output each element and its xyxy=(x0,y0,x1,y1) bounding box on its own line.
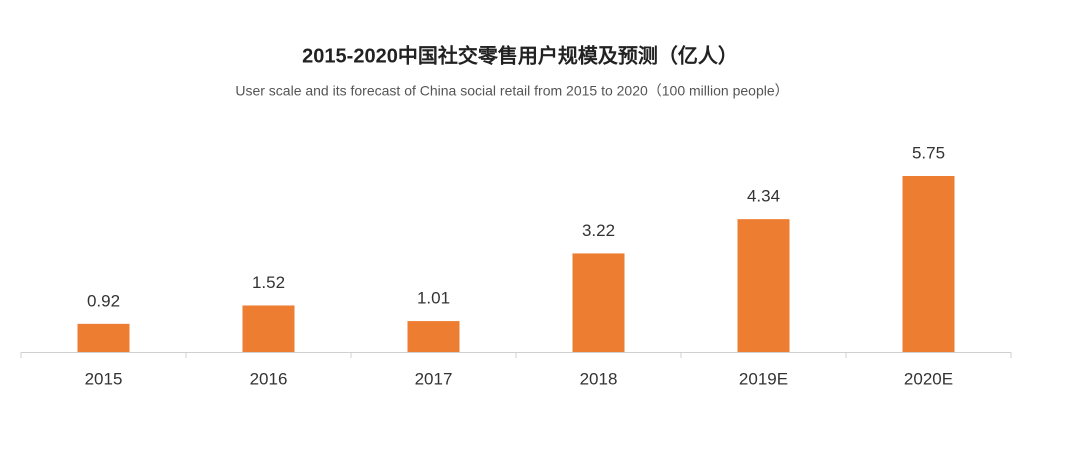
chart-title: 2015-2020中国社交零售用户规模及预测（亿人） xyxy=(302,43,738,67)
value-label: 3.22 xyxy=(582,221,615,240)
x-tick-label: 2020E xyxy=(904,369,953,388)
x-tick-label: 2018 xyxy=(580,369,618,388)
bar xyxy=(77,323,130,352)
value-label: 1.01 xyxy=(417,289,450,308)
bar xyxy=(407,321,460,352)
value-label: 1.52 xyxy=(252,273,285,292)
bar xyxy=(902,176,955,352)
x-tick-label: 2016 xyxy=(250,369,288,388)
bar xyxy=(572,253,625,352)
bar xyxy=(737,219,790,352)
x-tick-label: 2015 xyxy=(85,369,123,388)
value-label: 4.34 xyxy=(747,187,780,206)
bar xyxy=(242,305,295,352)
x-tick-label: 2017 xyxy=(415,369,453,388)
value-label: 0.92 xyxy=(87,291,120,310)
x-tick-label: 2019E xyxy=(739,369,788,388)
chart-subtitle: User scale and its forecast of China soc… xyxy=(235,83,788,99)
value-label: 5.75 xyxy=(912,143,945,162)
